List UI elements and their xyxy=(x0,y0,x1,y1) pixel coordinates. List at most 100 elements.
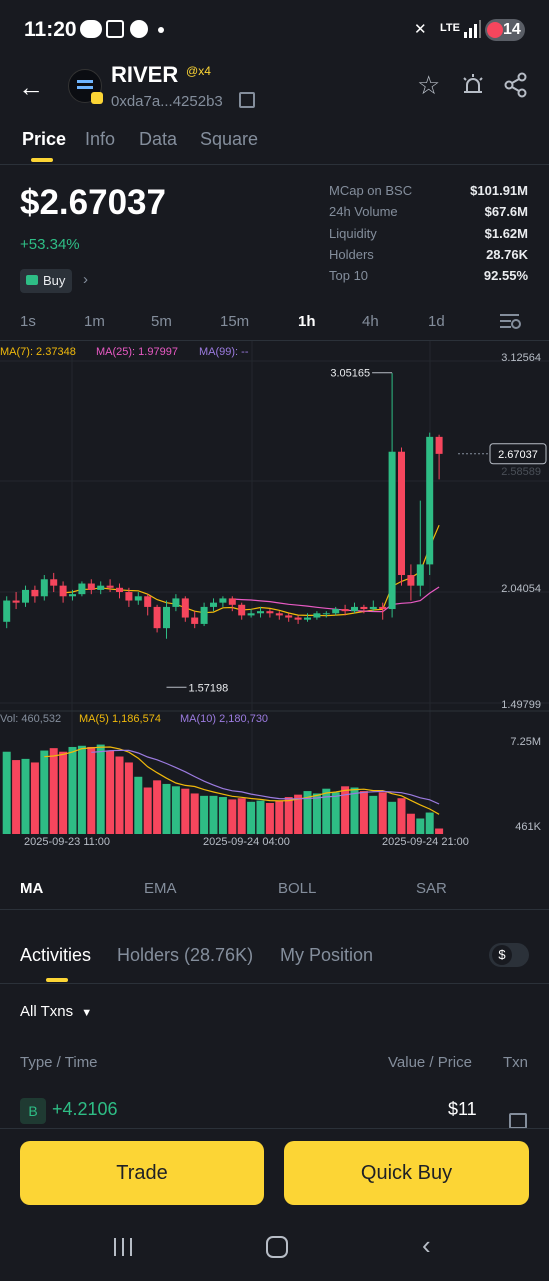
volume-bar xyxy=(265,803,274,834)
txn-row[interactable]: B +4.2106 $11 xyxy=(20,1096,529,1129)
time-axis-3: 2025-09-24 21:00 xyxy=(382,836,469,848)
header-txn: Txn xyxy=(503,1054,529,1071)
candle-body xyxy=(435,436,443,454)
candle-body xyxy=(97,585,105,590)
candle-body xyxy=(134,596,142,601)
volume-bar xyxy=(68,746,77,834)
activity-divider xyxy=(0,983,549,984)
volume-bar xyxy=(40,750,49,834)
timeframe-1h[interactable]: 1h xyxy=(298,313,316,330)
recents-nav-icon[interactable] xyxy=(112,1237,134,1257)
vol-ma5-line xyxy=(44,746,440,815)
vol-ma5-legend: MA(5) 1,186,574 xyxy=(79,713,161,725)
volume-bar xyxy=(124,762,133,834)
chevron-right-icon[interactable]: › xyxy=(83,271,88,288)
token-address: 0xda7a...4252b3 xyxy=(111,93,223,110)
tab-info[interactable]: Info xyxy=(85,129,116,149)
quick-buy-button[interactable]: Quick Buy xyxy=(284,1141,529,1205)
current-price: $2.67037 xyxy=(20,183,166,222)
token-name: RIVER xyxy=(111,62,179,87)
home-nav-icon[interactable] xyxy=(266,1236,288,1258)
tab-holders[interactable]: Holders (28.76K) xyxy=(117,945,254,965)
candle-body xyxy=(219,598,227,603)
volume-bar xyxy=(96,744,105,834)
timeframe-1d[interactable]: 1d xyxy=(428,313,445,330)
timeframe-4h[interactable]: 4h xyxy=(362,313,379,330)
trade-button[interactable]: Trade xyxy=(20,1141,264,1205)
caret-down-icon: ▼ xyxy=(81,1007,93,1019)
tab-my-position[interactable]: My Position xyxy=(280,945,374,965)
volume-bar xyxy=(322,788,331,834)
chart-settings-icon[interactable] xyxy=(499,311,521,331)
indicator-ma[interactable]: MA xyxy=(20,880,44,897)
low-label: 1.57198 xyxy=(189,682,229,694)
volume-bar xyxy=(350,787,359,834)
candle-body xyxy=(257,611,264,614)
candle-body xyxy=(341,609,349,612)
volume-bar xyxy=(359,791,368,834)
external-link-icon[interactable] xyxy=(509,1113,527,1129)
tab-activities[interactable]: Activities xyxy=(20,945,92,965)
candle-body xyxy=(59,585,67,597)
volume-bar xyxy=(331,792,340,834)
candle-body xyxy=(40,579,48,597)
candle-body xyxy=(116,587,123,593)
price-chart[interactable]: MA(7): 2.37348 MA(25): 1.97997 MA(99): -… xyxy=(0,341,549,851)
candle-body xyxy=(351,606,358,612)
price-axis-mid: 2.04054 xyxy=(501,583,541,595)
volume-bars xyxy=(2,744,444,834)
txn-filter-label: All Txns xyxy=(20,1003,74,1020)
indicator-ema[interactable]: EMA xyxy=(144,880,177,897)
candle-body xyxy=(78,583,86,595)
ma7-line xyxy=(63,524,440,617)
volume-bar xyxy=(237,798,246,834)
header-type-time: Type / Time xyxy=(20,1054,98,1071)
volume-bar xyxy=(406,813,415,834)
volume-bar xyxy=(162,783,171,834)
svg-text:2.67037: 2.67037 xyxy=(498,449,538,461)
price-alert-icon[interactable] xyxy=(460,72,486,98)
status-bar: 11:20 ✕ LTE 14 xyxy=(0,0,549,60)
buy-chip-label: Buy xyxy=(43,273,66,288)
timeframe-5m[interactable]: 5m xyxy=(151,313,172,330)
candle-body xyxy=(407,575,415,586)
price-axis-bottom: 1.49799 xyxy=(501,699,541,711)
favorite-star-icon[interactable]: ☆ xyxy=(417,70,441,100)
candle-body xyxy=(153,606,161,629)
candle-body xyxy=(238,604,246,616)
indicator-boll[interactable]: BOLL xyxy=(278,880,317,897)
indicator-sar[interactable]: SAR xyxy=(416,880,447,897)
candle-body xyxy=(379,606,387,610)
high-low-markers xyxy=(166,372,393,688)
back-button[interactable]: ← xyxy=(18,72,44,102)
vol-legend: Vol: 460,532 xyxy=(0,713,61,725)
timeframe-1s[interactable]: 1s xyxy=(20,313,36,330)
back-nav-icon[interactable]: ‹ xyxy=(422,1230,431,1260)
stat-label-holders: Holders xyxy=(329,247,374,262)
candle-body xyxy=(200,606,208,624)
stat-value-liquidity: $1.62M xyxy=(484,226,528,241)
ma25-legend: MA(25): 1.97997 xyxy=(96,346,178,358)
price-axis-hidden: 2.58589 xyxy=(501,466,541,478)
candle-body xyxy=(247,613,255,616)
buy-chip[interactable]: Buy xyxy=(20,269,72,293)
tab-square[interactable]: Square xyxy=(200,129,259,149)
currency-toggle[interactable]: $ xyxy=(489,943,529,967)
timeframe-15m[interactable]: 15m xyxy=(220,313,250,330)
timeframe-1m[interactable]: 1m xyxy=(84,313,105,330)
talk-icon xyxy=(80,20,102,38)
current-price-tag: 2.67037 xyxy=(458,443,547,465)
candle-body xyxy=(210,602,217,607)
battery-icon: 14 xyxy=(485,19,525,41)
stat-label-liquidity: Liquidity xyxy=(329,226,377,241)
share-icon[interactable] xyxy=(503,72,529,98)
price-axis-top: 3.12564 xyxy=(501,352,541,364)
tab-price[interactable]: Price xyxy=(22,129,67,149)
txn-filter[interactable]: All Txns ▼ xyxy=(20,1003,92,1020)
candle-body xyxy=(3,600,11,622)
copy-icon[interactable] xyxy=(239,92,255,108)
volume-bar xyxy=(106,750,115,834)
candle-body xyxy=(388,451,396,610)
volume-bar xyxy=(143,787,152,834)
tab-data[interactable]: Data xyxy=(139,129,178,149)
